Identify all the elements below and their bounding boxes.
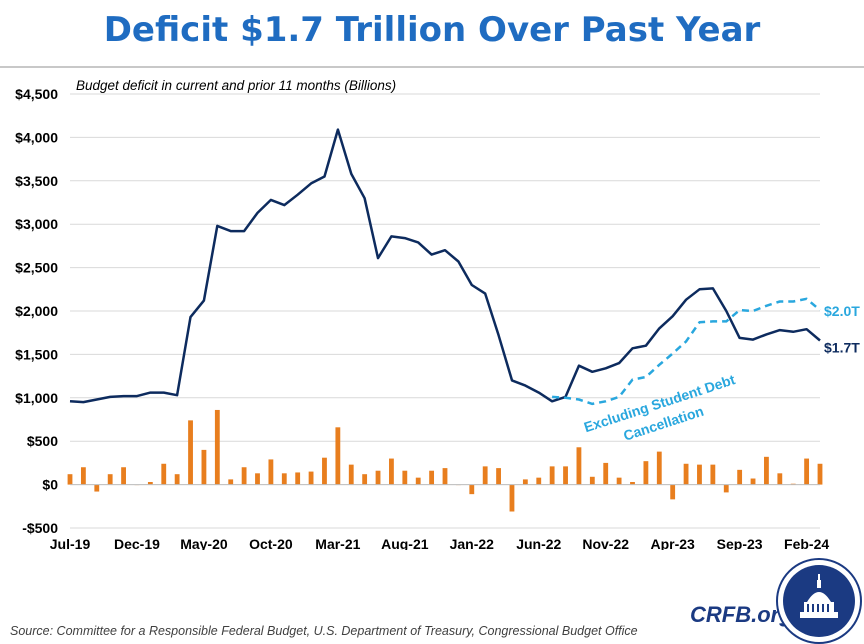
bar bbox=[147, 481, 153, 485]
x-tick-label: Dec-19 bbox=[114, 536, 160, 550]
source-note: Source: Committee for a Responsible Fede… bbox=[10, 624, 638, 638]
y-tick-label: $1,000 bbox=[15, 390, 58, 406]
bar bbox=[482, 466, 488, 485]
axes: -$500 $0 $500 $1,000 $1,500 $2,000 $2,500 $3,00… bbox=[15, 86, 829, 550]
bar bbox=[174, 474, 180, 485]
title-band: Deficit $1.7 Trillion Over Past Year bbox=[0, 0, 864, 66]
x-tick-label: Mar-21 bbox=[315, 536, 360, 550]
bar bbox=[322, 457, 327, 485]
y-tick-label: $4,500 bbox=[15, 86, 58, 102]
bar bbox=[670, 484, 676, 500]
bar bbox=[348, 464, 354, 485]
bar bbox=[161, 463, 167, 485]
chart-title: Deficit $1.7 Trillion Over Past Year bbox=[103, 10, 761, 50]
bar bbox=[496, 468, 501, 485]
bar bbox=[429, 470, 435, 485]
bar bbox=[255, 473, 260, 485]
bar bbox=[764, 456, 769, 485]
title-divider bbox=[0, 66, 864, 68]
y-tick-label: $4,000 bbox=[15, 129, 58, 145]
bar bbox=[375, 470, 381, 485]
bar bbox=[335, 427, 341, 485]
bar bbox=[697, 464, 702, 485]
y-tick-label: $500 bbox=[27, 433, 58, 449]
x-tick-label: Sep-23 bbox=[717, 536, 763, 550]
bar bbox=[737, 469, 743, 485]
total-end-label: $1.7T bbox=[824, 340, 860, 356]
bar bbox=[469, 484, 475, 495]
x-tick-label: Jul-19 bbox=[50, 536, 91, 550]
bar bbox=[281, 473, 287, 485]
x-tick-label: May-20 bbox=[180, 536, 228, 550]
bar bbox=[67, 474, 73, 485]
bar bbox=[630, 481, 635, 485]
total-deficit-line bbox=[69, 128, 821, 404]
bar bbox=[80, 467, 86, 485]
bar bbox=[603, 462, 609, 485]
excluding-student-debt-line bbox=[552, 297, 821, 406]
gridlines bbox=[70, 93, 820, 529]
x-tick-label: Oct-20 bbox=[249, 536, 293, 550]
y-tick-label: -$500 bbox=[22, 520, 58, 536]
y-tick-label: $3,500 bbox=[15, 173, 58, 189]
bar bbox=[308, 471, 314, 485]
bar bbox=[683, 463, 689, 485]
bar bbox=[415, 477, 421, 485]
bar bbox=[536, 477, 542, 485]
y-tick-label: $3,000 bbox=[15, 216, 58, 232]
x-tick-label: Nov-22 bbox=[582, 536, 629, 550]
y-tick-label: $0 bbox=[42, 477, 58, 493]
bar bbox=[94, 484, 100, 492]
crfb-brand: CRFB.org bbox=[690, 602, 793, 627]
bar bbox=[201, 449, 207, 485]
bar bbox=[656, 451, 662, 485]
bar bbox=[188, 420, 193, 485]
bar bbox=[710, 464, 716, 485]
capitol-seal-icon bbox=[776, 558, 862, 644]
y-tick-label: $1,500 bbox=[15, 346, 58, 362]
monthly-deficit-bars bbox=[67, 409, 823, 512]
bar bbox=[107, 474, 113, 485]
bar bbox=[362, 474, 368, 485]
x-tick-label: Feb-24 bbox=[784, 536, 829, 550]
bar bbox=[509, 484, 515, 512]
bar bbox=[804, 458, 810, 485]
deficit-chart: -$500 $0 $500 $1,000 $1,500 $2,000 $2,500 $3,00… bbox=[15, 78, 860, 550]
bar bbox=[723, 484, 729, 493]
bar bbox=[402, 470, 408, 485]
x-tick-label: Apr-23 bbox=[650, 536, 695, 550]
bar bbox=[563, 466, 568, 485]
bar bbox=[228, 479, 234, 485]
chart-subtitle: Budget deficit in current and prior 11 m… bbox=[76, 78, 396, 93]
x-tick-label: Jan-22 bbox=[450, 536, 495, 550]
bar bbox=[121, 467, 126, 485]
bar bbox=[389, 458, 394, 485]
bar bbox=[817, 463, 823, 485]
bar bbox=[750, 478, 756, 485]
bar bbox=[268, 459, 274, 485]
bar bbox=[295, 472, 301, 485]
bar bbox=[241, 467, 247, 485]
bar bbox=[643, 461, 649, 485]
excluding-end-label: $2.0T bbox=[824, 303, 860, 319]
bar bbox=[777, 473, 783, 485]
bar bbox=[616, 477, 622, 485]
bar bbox=[442, 468, 448, 485]
bar bbox=[576, 447, 582, 485]
bar bbox=[214, 409, 220, 485]
y-tick-label: $2,500 bbox=[15, 260, 58, 276]
x-tick-label: Jun-22 bbox=[516, 536, 561, 550]
bar bbox=[589, 476, 595, 485]
bar bbox=[522, 479, 528, 485]
bar bbox=[549, 466, 555, 485]
x-tick-label: Aug-21 bbox=[381, 536, 429, 550]
deficit-lines bbox=[69, 128, 821, 406]
y-tick-label: $2,000 bbox=[15, 303, 58, 319]
